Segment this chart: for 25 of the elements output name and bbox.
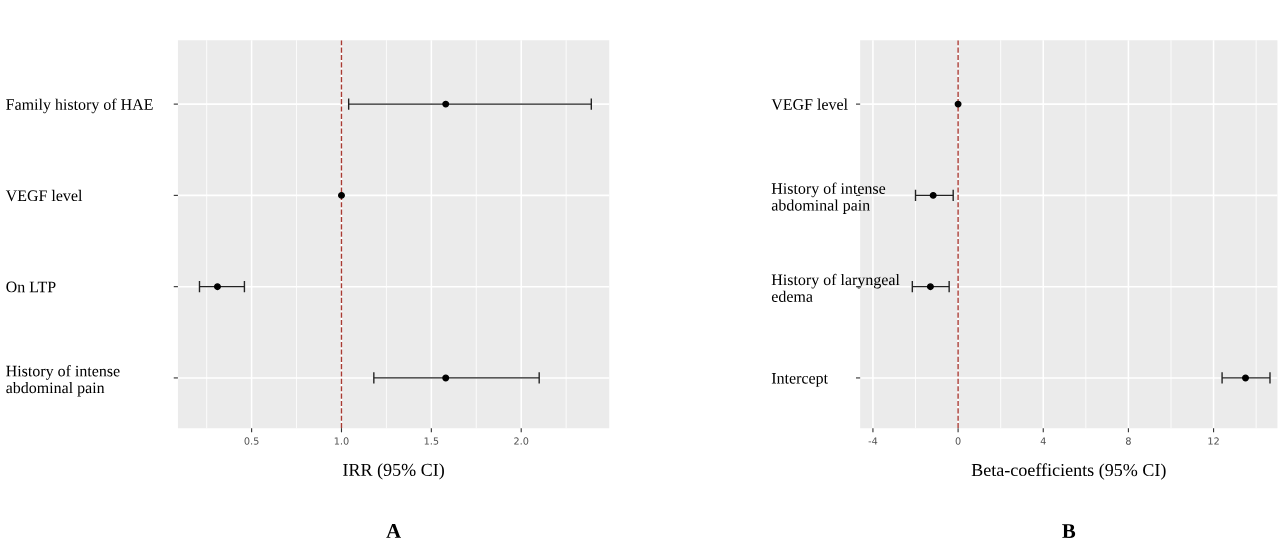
y-tick-label: VEGF level [5,189,83,202]
x-axis-title: Beta-coefficients (95% CI) [971,463,1166,480]
y-tick-label: Family history of HAE [6,98,153,114]
x-tick-label: 8 [1125,437,1131,445]
point [926,283,934,291]
x-tick-label: 0 [955,437,961,445]
y-tick-label: VEGF level [771,98,848,110]
point [954,100,962,108]
y-tick-label: History of intense abdominal pain [6,365,120,397]
text: A [386,524,401,538]
y-tick-label: History of intense abdominal pain [771,182,886,214]
x-tick-label: 1.0 [334,437,349,445]
point [929,191,937,199]
y-tick-label: On LTP [6,281,56,293]
x-tick-label: -4 [868,437,878,445]
y-tick-label: History of laryngeal edema [771,273,900,302]
x-axis-title: IRR (95% CI) [343,463,444,480]
x-tick-label: 12 [1208,437,1219,445]
x-tick-label: 0.5 [244,437,259,445]
y-tick-label: Intercept [771,373,828,387]
text: B [1062,524,1076,538]
point [1242,374,1249,382]
x-tick-label: 1.5 [424,437,439,445]
x-tick-label: 4 [1040,437,1046,445]
x-tick-label: 2.0 [514,437,529,445]
